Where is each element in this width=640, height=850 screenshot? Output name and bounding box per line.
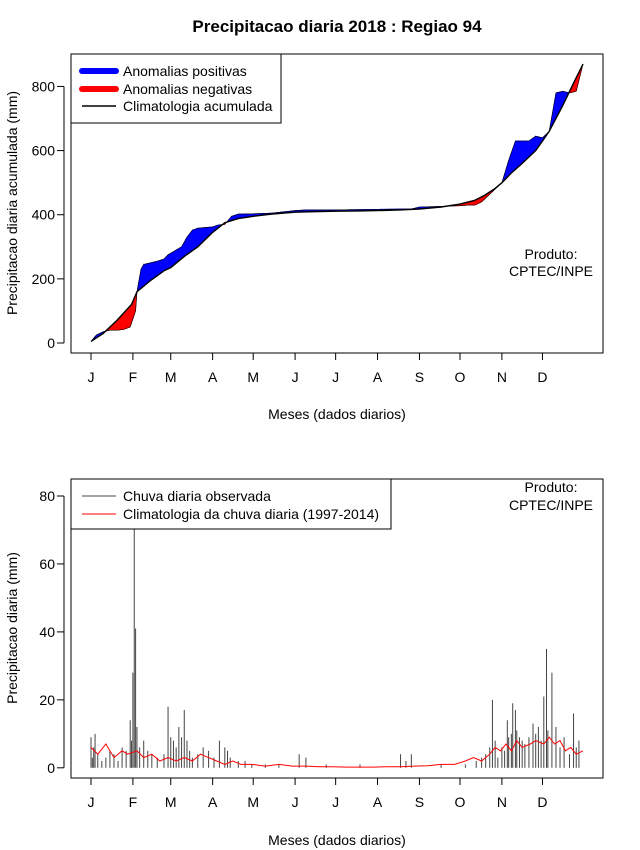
daily-chart: J F M A M J J A S O N D 0 20 40 60 80 Meses (dados diar…	[4, 478, 604, 848]
accumulated-x-label: Meses (dados diarios)	[268, 406, 406, 422]
accumulated-y-tick-label: 600	[32, 143, 56, 159]
daily-x-tick-label: O	[455, 794, 466, 810]
accumulated-chart: J F M A M J J A S O N D 0 200 400 600 800 Meses (dados …	[4, 53, 604, 422]
daily-x-tick-label: J	[332, 794, 339, 810]
daily-x-tick-label: D	[537, 794, 547, 810]
legend-positive-label: Anomalias positivas	[123, 63, 247, 79]
accumulated-x-tick-label: D	[537, 369, 547, 385]
accumulated-y-axis: 0 200 400 600 800	[32, 78, 65, 351]
accumulated-product-label: Produto:	[525, 246, 578, 262]
daily-product-label: Produto:	[525, 479, 578, 495]
daily-x-tick-label: N	[497, 794, 507, 810]
daily-x-tick-label: M	[247, 794, 259, 810]
accumulated-x-tick-label: M	[165, 369, 177, 385]
accumulated-x-tick-label: J	[332, 369, 339, 385]
accumulated-y-tick-label: 0	[47, 335, 55, 351]
daily-y-tick-label: 40	[39, 624, 55, 640]
accumulated-plot-area	[90, 63, 584, 342]
daily-x-label: Meses (dados diarios)	[268, 832, 406, 848]
daily-y-label: Precipitacao diaria (mm)	[4, 552, 20, 704]
accumulated-x-tick-label: O	[455, 369, 466, 385]
accumulated-y-tick-label: 400	[32, 207, 56, 223]
daily-y-axis: 0 20 40 60 80	[39, 488, 65, 776]
daily-plot-area	[90, 495, 584, 768]
daily-y-tick-label: 20	[39, 692, 55, 708]
daily-y-tick-label: 60	[39, 556, 55, 572]
accumulated-x-tick-label: J	[292, 369, 299, 385]
daily-y-tick-label: 0	[47, 760, 55, 776]
daily-climatology-line	[90, 736, 584, 768]
daily-legend: Chuva diaria observada Climatologia da c…	[70, 478, 392, 530]
accumulated-y-tick-label: 800	[32, 78, 56, 94]
daily-x-tick-label: A	[373, 794, 383, 810]
accumulated-legend: Anomalias positivas Anomalias negativas …	[70, 53, 282, 124]
accumulated-x-tick-label: S	[415, 369, 424, 385]
daily-x-tick-label: J	[88, 794, 95, 810]
accumulated-plot-frame	[70, 53, 604, 354]
accumulated-x-tick-label: A	[208, 369, 218, 385]
legend-observed-label: Chuva diaria observada	[123, 488, 271, 504]
daily-x-tick-label: M	[165, 794, 177, 810]
accumulated-x-tick-label: M	[247, 369, 259, 385]
climatology-accumulated-line	[90, 63, 584, 342]
daily-x-tick-label: J	[292, 794, 299, 810]
accumulated-product-source: CPTEC/INPE	[509, 263, 593, 279]
accumulated-x-tick-label: N	[497, 369, 507, 385]
daily-x-tick-label: F	[129, 794, 138, 810]
accumulated-x-tick-label: J	[88, 369, 95, 385]
legend-climatology-label: Climatologia acumulada	[123, 98, 273, 114]
legend-daily-clim-label: Climatologia da chuva diaria (1997-2014)	[123, 506, 379, 522]
accumulated-x-tick-label: A	[373, 369, 383, 385]
daily-product-source: CPTEC/INPE	[509, 497, 593, 513]
accumulated-y-tick-label: 200	[32, 271, 56, 287]
daily-x-tick-label: S	[415, 794, 424, 810]
observed-accumulated-line	[90, 63, 584, 342]
accumulated-y-label: Precipitacao diaria acumulada (mm)	[4, 91, 20, 315]
daily-y-tick-label: 80	[39, 488, 55, 504]
legend-negative-label: Anomalias negativas	[123, 81, 252, 97]
accumulated-x-tick-label: F	[129, 369, 138, 385]
daily-legend-box	[70, 478, 392, 530]
daily-x-tick-label: A	[208, 794, 218, 810]
figure-title: Precipitacao diaria 2018 : Regiao 94	[192, 17, 482, 36]
